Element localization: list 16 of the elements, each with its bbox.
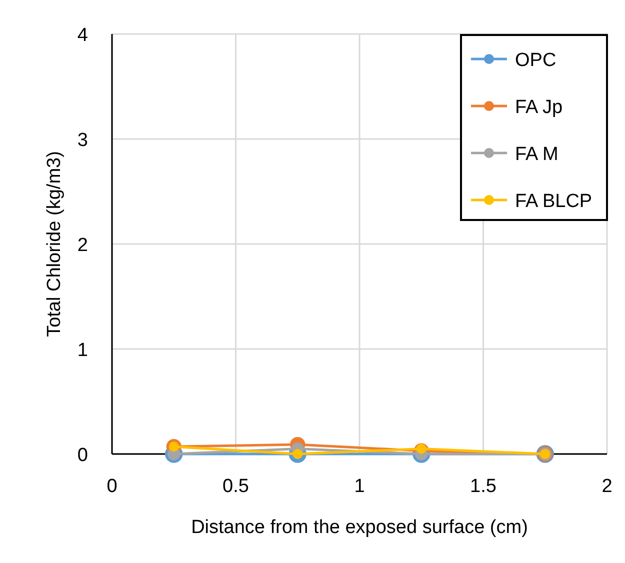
x-tick-label: 0.5 — [222, 476, 249, 497]
x-tick-label: 0 — [106, 476, 118, 497]
x-axis-title: Distance from the exposed surface (cm) — [191, 517, 528, 538]
x-tick-label: 1.5 — [470, 476, 496, 497]
y-tick-label: 2 — [77, 235, 88, 256]
legend-label: FA BLCP — [515, 191, 592, 212]
y-tick-label: 1 — [77, 340, 88, 361]
y-tick-label: 3 — [77, 130, 88, 151]
legend-label: OPC — [515, 50, 556, 71]
x-tick-label: 2 — [602, 476, 612, 497]
y-tick-label: 4 — [77, 25, 88, 46]
legend-label: FA Jp — [515, 97, 563, 118]
y-axis-title: Total Chloride (kg/m3) — [44, 151, 65, 337]
x-tick-label: 1 — [354, 476, 365, 497]
y-tick-label: 0 — [77, 445, 88, 466]
legend-label: FA M — [515, 144, 558, 165]
